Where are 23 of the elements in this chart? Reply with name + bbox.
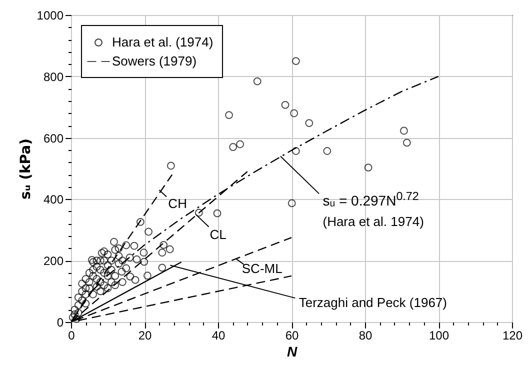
y-tick-label: 0 — [56, 316, 64, 330]
annotation: CH — [168, 196, 187, 211]
x-tick-label: 20 — [138, 328, 152, 342]
y-tick-label: 400 — [43, 192, 64, 207]
x-tick-label: 80 — [358, 328, 372, 342]
annotation: (Hara et al. 1974) — [322, 214, 424, 229]
x-tick-label: 40 — [212, 328, 226, 342]
annotation: CL — [210, 227, 226, 242]
annotation: SC-ML — [242, 261, 282, 276]
x-tick-label: 60 — [285, 328, 299, 342]
y-axis-title: sᵤ (kPa) — [18, 138, 34, 200]
legend-label: Hara et al. (1974) — [112, 34, 214, 50]
y-tick-label: 200 — [43, 254, 64, 268]
x-tick-label: 100 — [428, 328, 450, 342]
x-tick-label: 0 — [68, 328, 76, 342]
x-tick-label: 120 — [502, 328, 523, 342]
y-tick-label: 800 — [43, 70, 64, 84]
legend-label: Sowers (1979) — [112, 54, 197, 68]
annotation: Terzaghi and Peck (1967) — [298, 294, 448, 310]
x-axis-title: N — [286, 344, 298, 360]
y-tick-label: 600 — [43, 131, 64, 146]
y-tick-label: 1000 — [36, 8, 64, 22]
annotation: sᵤ = 0.297N$^{0.72}$ — [322, 190, 419, 208]
